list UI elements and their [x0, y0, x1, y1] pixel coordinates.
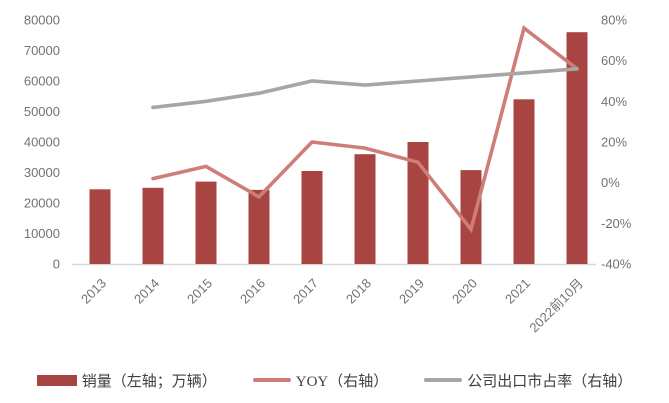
- chart-legend: 销量（左轴；万辆） YOY（右轴） 公司出口市占率（右轴）: [0, 361, 669, 399]
- left-axis-tick-label: 10000: [24, 226, 60, 241]
- bar-2013: [89, 189, 111, 264]
- left-axis-tick-label: 0: [53, 257, 60, 272]
- legend-label-yoy: YOY（右轴）: [295, 373, 389, 390]
- left-axis-tick-label: 80000: [24, 13, 60, 28]
- legend-label-export-share: 公司出口市占率（右轴）: [467, 373, 633, 390]
- left-axis-tick-label: 20000: [24, 196, 60, 211]
- x-axis-label: 2013: [78, 276, 109, 307]
- right-axis-tick-label: 80%: [601, 13, 627, 28]
- x-axis-label: 2020: [449, 276, 480, 307]
- bar-2021: [513, 99, 535, 264]
- legend-item-yoy: YOY（右轴）: [252, 370, 389, 391]
- bar-2019: [407, 142, 429, 264]
- bar-2018: [354, 154, 376, 264]
- legend-label-sales: 销量（左轴；万辆）: [81, 373, 217, 390]
- legend-item-export-share: 公司出口市占率（右轴）: [424, 370, 632, 391]
- right-axis-tick-label: 0%: [601, 175, 620, 190]
- right-axis-tick-label: 60%: [601, 53, 627, 68]
- left-axis-tick-label: 50000: [24, 104, 60, 119]
- left-axis-tick-label: 30000: [24, 165, 60, 180]
- legend-item-sales: 销量（左轴；万辆）: [36, 370, 217, 391]
- legend-line-swatch-yoy: [252, 377, 291, 383]
- bar-2016: [248, 189, 270, 264]
- bar-2015: [195, 181, 217, 264]
- right-axis-tick-label: 40%: [601, 94, 627, 109]
- x-axis-label: 2014: [131, 276, 162, 307]
- bar-2022前10月: [566, 32, 588, 265]
- left-axis-tick-label: 40000: [24, 135, 60, 150]
- x-axis-label: 2016: [237, 276, 268, 307]
- legend-line-swatch-export-share: [424, 377, 463, 383]
- left-axis-tick-label: 70000: [24, 43, 60, 58]
- right-axis-tick-label: -40%: [601, 257, 632, 272]
- line-series-export-share: [151, 67, 579, 110]
- line-series-yoy: [151, 25, 579, 234]
- legend-bar-swatch: [36, 374, 77, 386]
- x-axis-label: 2018: [343, 276, 374, 307]
- left-axis-tick-label: 60000: [24, 74, 60, 89]
- x-axis-label: 2021: [502, 276, 533, 307]
- combo-chart-plot: 0 10000 20000 30000 40000 50000 60000 70000 8000…: [24, 13, 632, 336]
- bar-2017: [301, 171, 323, 264]
- x-axis-label: 2019: [396, 276, 427, 307]
- x-axis-label: 2015: [184, 276, 215, 307]
- x-axis-label: 2017: [290, 276, 321, 307]
- bar-2020: [460, 170, 482, 264]
- bar-2014: [142, 187, 164, 265]
- right-axis-tick-label: -20%: [601, 216, 632, 231]
- x-axis-label: 2022前10月: [526, 276, 586, 336]
- right-axis-tick-label: 20%: [601, 135, 627, 150]
